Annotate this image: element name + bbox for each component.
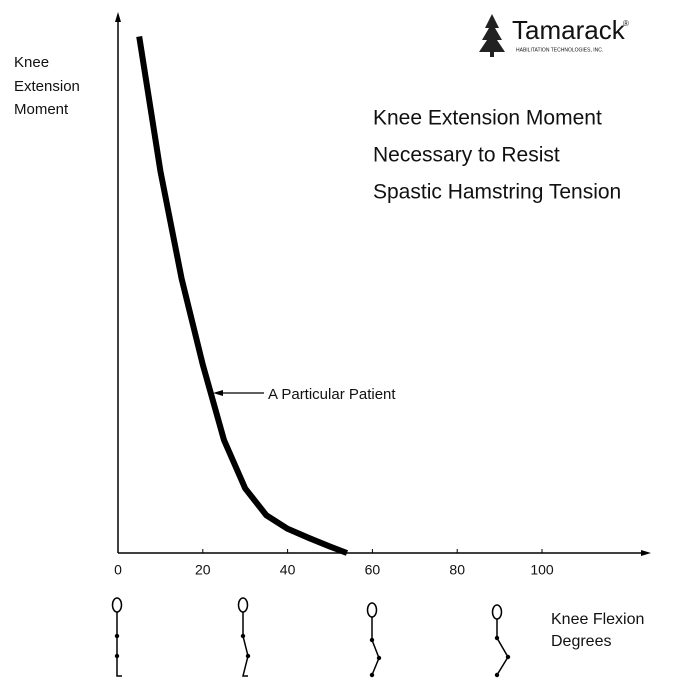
chart-title: Spastic Hamstring Tension [373,181,621,204]
x-axis-label: Knee Flexion [551,611,644,628]
chart-title: Knee Extension Moment [373,107,602,130]
logo-name: Tamarack [512,15,626,45]
y-axis-label: Knee [14,54,49,71]
logo-icon [479,14,505,57]
y-axis-arrow [115,12,121,22]
logo-mark: ® [623,19,629,28]
x-tick-label: 40 [280,562,296,578]
x-axis-arrow [641,550,651,556]
annotation: A Particular Patient [268,386,396,403]
y-axis-label: Extension [14,78,80,95]
x-tick-label: 100 [530,562,554,578]
logo-tagline: HABILITATION TECHNOLOGIES, INC. [516,47,603,53]
data-line [136,36,349,556]
x-tick-label: 60 [365,562,381,578]
x-axis-label: Degrees [551,633,611,650]
x-tick-label: 80 [449,562,465,578]
y-axis-label: Moment [14,101,69,118]
x-tick-label: 20 [195,562,211,578]
leg-figures [111,597,509,677]
annotation-arrowhead [213,390,223,396]
chart-title: Necessary to Resist [373,144,560,167]
x-tick-label: 0 [114,562,122,578]
leg-joints [114,633,511,678]
